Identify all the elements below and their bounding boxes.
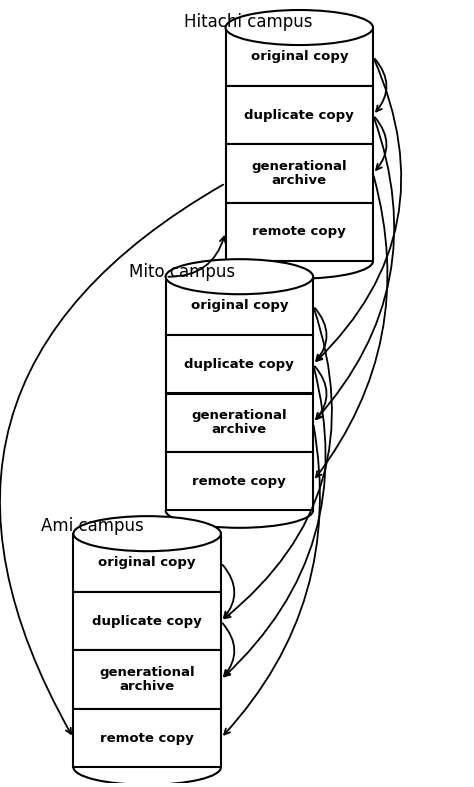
Text: remote copy: remote copy [252, 225, 346, 238]
Ellipse shape [73, 516, 221, 551]
Bar [73, 592, 221, 651]
Text: duplicate copy: duplicate copy [92, 615, 202, 628]
Bar [73, 651, 221, 709]
Text: Mito campus: Mito campus [129, 263, 235, 281]
Text: remote copy: remote copy [100, 732, 194, 745]
Bar [226, 144, 373, 203]
Bar [226, 28, 373, 86]
Text: original copy: original copy [251, 50, 348, 63]
Bar [165, 335, 313, 394]
Text: duplicate copy: duplicate copy [184, 358, 294, 371]
Bar [73, 534, 221, 592]
Bar [165, 394, 313, 452]
Text: Hitachi campus: Hitachi campus [184, 13, 312, 31]
Text: duplicate copy: duplicate copy [245, 109, 354, 122]
Bar [165, 452, 313, 510]
Bar [226, 86, 373, 144]
Text: remote copy: remote copy [192, 475, 286, 488]
Bar [165, 277, 313, 335]
Bar [73, 709, 221, 767]
Text: generational
archive: generational archive [191, 409, 287, 437]
Bar [226, 203, 373, 261]
Text: original copy: original copy [191, 299, 288, 312]
Text: original copy: original copy [99, 556, 196, 569]
Text: Ami campus: Ami campus [41, 517, 144, 535]
Ellipse shape [165, 259, 313, 294]
Ellipse shape [226, 10, 373, 45]
Text: generational
archive: generational archive [252, 160, 347, 187]
Text: generational
archive: generational archive [100, 666, 195, 693]
